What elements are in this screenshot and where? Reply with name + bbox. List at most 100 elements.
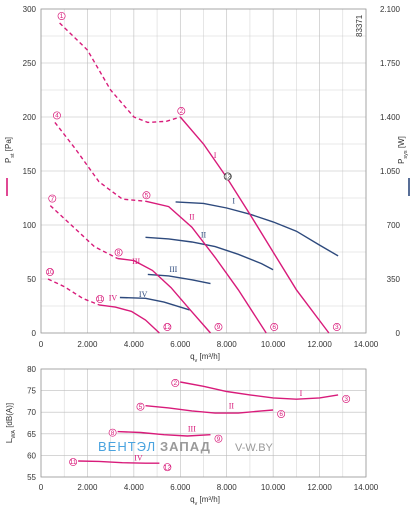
- y-right-tick-label: 2.100: [380, 5, 401, 14]
- pressure-curve-dashed-II: [54, 121, 146, 202]
- marker-label: 3: [335, 324, 339, 331]
- x-tick-label: 2.000: [77, 340, 98, 349]
- curve-marker-6: 6: [270, 323, 279, 331]
- marker-circle: [214, 323, 223, 331]
- pressure-curve-dashed-IV: [47, 278, 100, 306]
- x-tick-label: 8.000: [217, 340, 238, 349]
- marker-circle: [163, 323, 172, 331]
- sound-curve-I: [180, 381, 339, 400]
- y-tick-label: 150: [23, 167, 37, 176]
- pressure-curve-dashed-I: [59, 22, 181, 124]
- power-curve-I: [175, 201, 339, 257]
- marker-circle: [108, 428, 117, 437]
- marker-circle: [270, 323, 279, 331]
- x-axis-label: qv [m³/h]: [190, 495, 220, 507]
- marker-label: 6: [279, 411, 283, 418]
- marker-label: 2: [179, 108, 183, 115]
- y-right-tick-label: 350: [387, 275, 401, 284]
- marker-circle: [46, 268, 54, 276]
- power-curve-II: [145, 236, 274, 271]
- marker-circle: [69, 458, 78, 466]
- plot-frame: [40, 8, 367, 334]
- curve-marker-13: 13: [223, 172, 232, 181]
- x-tick-label: 4.000: [124, 340, 145, 349]
- curve-marker-10: 10: [46, 268, 54, 276]
- y-right-tick-label: 700: [387, 221, 401, 230]
- pressure-curve-label: IV: [109, 294, 118, 303]
- x-tick-label: 2.000: [77, 483, 98, 492]
- x-tick-label: 0: [39, 483, 44, 492]
- power-curve-label: II: [201, 230, 207, 239]
- power-curve-label: I: [232, 196, 235, 205]
- power-curve-label: III: [169, 265, 177, 274]
- y-tick-label: 300: [23, 5, 37, 14]
- curve-marker-12: 12: [163, 463, 172, 472]
- y-tick-label: 65: [27, 430, 36, 439]
- marker-label: 11: [70, 459, 77, 466]
- marker-circle: [142, 191, 151, 200]
- x-tick-label: 8.000: [217, 483, 238, 492]
- marker-label: 13: [224, 174, 232, 181]
- marker-circle: [223, 172, 232, 181]
- y-tick-label: 80: [27, 365, 36, 374]
- y-tick-label: 250: [23, 59, 37, 68]
- marker-circle: [52, 111, 61, 120]
- x-tick-label: 6.000: [170, 483, 191, 492]
- pressure-curve-IV: [98, 304, 160, 334]
- curve-marker-2: 2: [177, 107, 186, 115]
- sound-curve-III: [117, 430, 211, 437]
- pressure-power-chart: 0 2.000 4.000 6.000 8.000 10.000 12.000 14.000 0…: [4, 5, 410, 364]
- marker-label: 8: [117, 250, 121, 257]
- marker-circle: [96, 294, 104, 303]
- marker-label: 12: [164, 324, 172, 331]
- marker-circle: [277, 410, 286, 418]
- sound-curve-label: IV: [134, 454, 143, 463]
- sound-curve-label: III: [188, 425, 196, 434]
- marker-label: 7: [50, 196, 54, 203]
- curve-marker-3: 3: [342, 394, 351, 403]
- y-tick-label: 100: [23, 221, 37, 230]
- y-tick-label: 200: [23, 113, 37, 122]
- pressure-curve-I: [179, 116, 330, 334]
- curve-marker-7: 7: [48, 194, 57, 203]
- sound-curve-label: I: [300, 389, 303, 398]
- x-tick-label: 10.000: [261, 340, 286, 349]
- marker-label: 12: [164, 464, 172, 471]
- curve-marker-11: 11: [69, 458, 78, 466]
- marker-circle: [48, 194, 57, 203]
- marker-circle: [171, 379, 180, 387]
- curve-marker-12: 12: [163, 323, 172, 331]
- marker-label: 3: [344, 396, 348, 403]
- marker-circle: [214, 434, 223, 443]
- pressure-curve-dashed-III: [49, 205, 118, 260]
- y-right-tick-label: 1.050: [380, 167, 401, 176]
- y-tick-label: 75: [27, 387, 36, 396]
- watermark-brand-gray: ЗАПАД: [160, 439, 211, 454]
- marker-label: 5: [145, 192, 149, 199]
- marker-circle: [114, 248, 123, 257]
- x-tick-label: 14.000: [354, 483, 379, 492]
- marker-circle: [163, 463, 172, 472]
- curve-marker-9: 9: [214, 323, 223, 331]
- y-axis-label: LWA [dB(A)]: [5, 403, 17, 443]
- sound-curve-label: II: [229, 402, 235, 411]
- curve-marker-11: 11: [96, 294, 104, 303]
- marker-label: 6: [272, 324, 276, 331]
- marker-circle: [177, 107, 186, 115]
- pressure-curve-label: II: [189, 213, 195, 222]
- chart-id: 83371: [355, 14, 364, 37]
- y-tick-label: 60: [27, 451, 36, 460]
- x-tick-label: 12.000: [307, 340, 332, 349]
- x-tick-label: 0: [39, 340, 44, 349]
- marker-label: 10: [46, 269, 54, 276]
- y-tick-label: 0: [32, 329, 37, 338]
- plot-frame: [40, 368, 367, 478]
- sound-curve-IV: [78, 460, 160, 464]
- y-tick-label: 70: [27, 408, 36, 417]
- y-tick-label: 50: [27, 275, 36, 284]
- power-curve-IV: [119, 296, 190, 311]
- curve-marker-2: 2: [171, 379, 180, 387]
- watermark-site: V-W.BY: [235, 442, 274, 454]
- y-axis-label-left: Pst [Pa]: [4, 137, 16, 163]
